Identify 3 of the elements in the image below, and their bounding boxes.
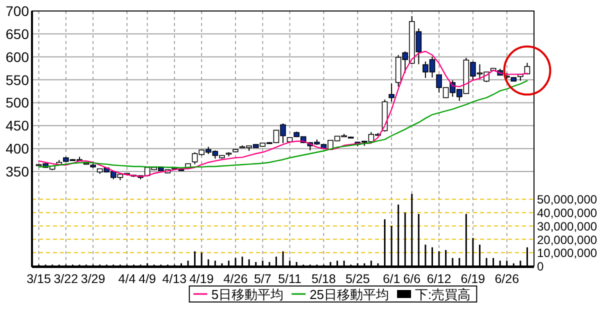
legend-label: 25日移動平均 [310,287,390,302]
legend-label: 5日移動平均 [211,287,284,302]
legend-label: 下:売買高 [415,287,471,302]
